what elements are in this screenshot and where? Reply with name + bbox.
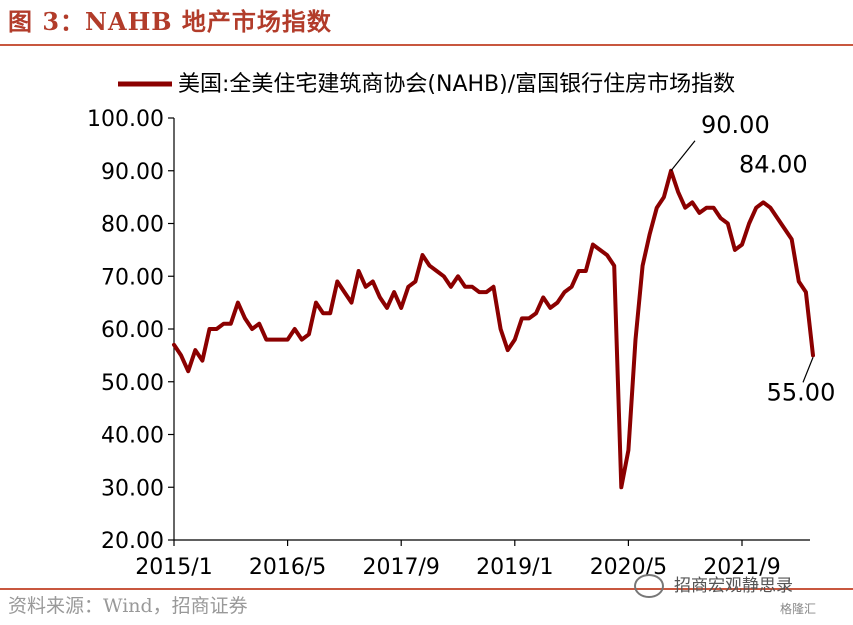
y-tick-label: 40.00 <box>101 424 164 449</box>
watermark: 招商宏观静思录 格隆汇 <box>630 570 850 622</box>
annotation-leader <box>802 357 814 383</box>
data-label: 84.00 <box>739 150 808 178</box>
y-tick-label: 30.00 <box>101 476 164 501</box>
annotation-leader <box>670 140 696 172</box>
chart-annotations: 90.00 84.00 55.00 <box>670 111 836 406</box>
x-tick-label: 2016/5 <box>249 555 326 580</box>
wechat-icon <box>634 574 664 598</box>
footer-rule <box>0 588 853 590</box>
y-tick-label: 80.00 <box>101 213 164 238</box>
chart-series <box>172 168 815 490</box>
y-tick-label: 100.00 <box>87 107 164 132</box>
y-tick-label: 90.00 <box>101 160 164 185</box>
watermark-sub: 格隆汇 <box>780 602 817 616</box>
chart-axes <box>173 118 810 541</box>
x-tick-label: 2019/1 <box>476 555 553 580</box>
x-tick-label: 2015/1 <box>135 555 212 580</box>
y-tick-label: 70.00 <box>101 265 164 290</box>
y-tick-label: 20.00 <box>101 529 164 554</box>
series-line <box>172 168 815 490</box>
data-label: 90.00 <box>701 111 770 139</box>
x-tick-label: 2017/9 <box>362 555 439 580</box>
chart-ticks: 20.00 30.00 40.00 50.00 60.00 70.00 80.00 90.00… <box>87 107 781 580</box>
figure-title: 图 3：NAHB 地产市场指数 <box>8 7 332 36</box>
data-label: 55.00 <box>767 378 836 406</box>
title-rule <box>0 44 853 46</box>
y-tick-label: 60.00 <box>101 318 164 343</box>
source-note: 资料来源：Wind，招商证券 <box>8 595 248 617</box>
watermark-text: 招商宏观静思录 <box>674 576 793 596</box>
legend-label: 美国:全美住宅建筑商协会(NAHB)/富国银行住房市场指数 <box>178 72 736 97</box>
x-tick-label: 2021/9 <box>703 555 780 580</box>
y-tick-label: 50.00 <box>101 371 164 396</box>
